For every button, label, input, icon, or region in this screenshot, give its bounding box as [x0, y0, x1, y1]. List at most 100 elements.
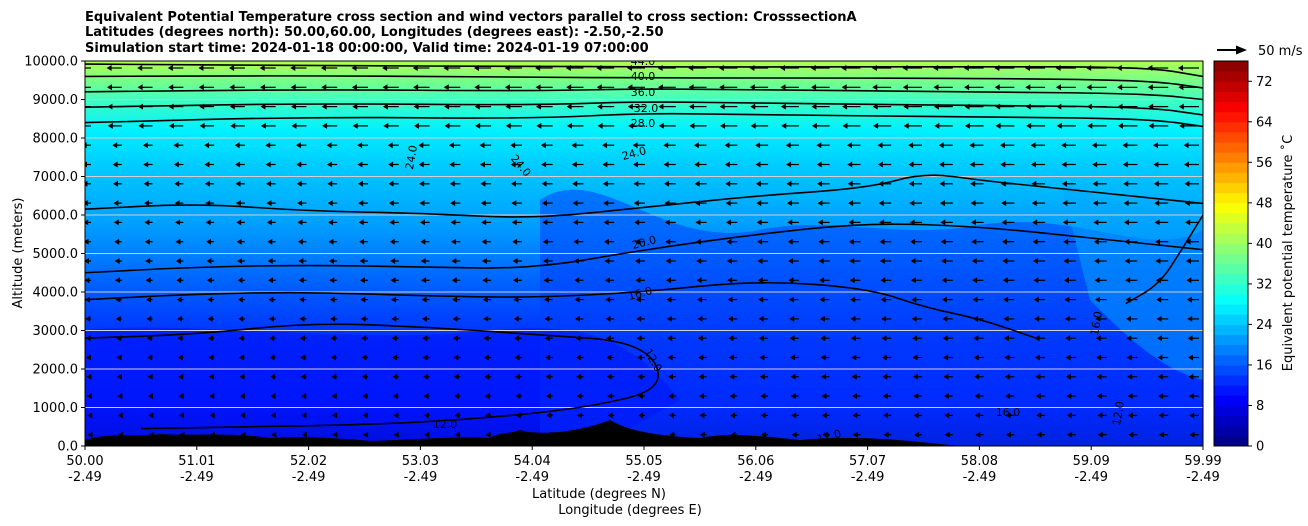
wind-vector-head — [668, 373, 674, 380]
wind-vector-head — [1086, 65, 1092, 71]
wind-vector-head — [910, 258, 916, 264]
wind-vector-head — [178, 373, 184, 380]
wind-vector-head — [418, 161, 424, 168]
wind-vector-head — [422, 335, 428, 342]
x-tick-label-latitude: 50.00 — [66, 454, 103, 469]
wind-vector-head — [596, 84, 602, 91]
wind-vector-head — [1184, 200, 1190, 207]
wind-vector-head — [663, 142, 669, 149]
wind-vector-head — [235, 180, 241, 187]
wind-vector-head — [238, 335, 244, 342]
wind-vector-head — [85, 335, 91, 342]
colorbar-segment — [1214, 81, 1248, 92]
wind-vector-head — [209, 412, 215, 419]
wind-vector-head — [726, 238, 732, 245]
colorbar-segment — [1214, 334, 1248, 346]
wind-vector-head — [852, 431, 858, 438]
wind-vector-head — [816, 161, 822, 168]
wind-vector-head — [76, 84, 81, 90]
wind-vector-head — [1156, 296, 1162, 303]
wind-vector-head — [696, 258, 702, 264]
wind-vector-head — [484, 393, 490, 400]
wind-vector-head — [852, 393, 858, 400]
wind-vector-head — [1188, 393, 1194, 400]
wind-vector-head — [86, 393, 92, 400]
wind-vector-head — [851, 354, 857, 361]
wind-vector-head — [450, 238, 456, 245]
wind-vector-head — [1155, 258, 1161, 264]
wind-vector-head — [879, 258, 885, 264]
wind-vector-head — [483, 335, 489, 342]
wind-vector-head — [146, 296, 152, 303]
wind-vector-head — [565, 65, 571, 71]
wind-vector-head — [872, 103, 878, 110]
wind-vector-head — [542, 219, 548, 226]
colorbar-segment — [1214, 223, 1248, 234]
wind-vector-head — [326, 142, 332, 149]
wind-vector-head — [290, 65, 296, 71]
wind-vector-head — [485, 412, 491, 419]
wind-vector-head — [229, 84, 235, 91]
wind-vector-head — [1117, 84, 1123, 91]
wind-vector-head — [1003, 335, 1009, 342]
wind-vector-head — [260, 84, 266, 91]
wind-vector-head — [413, 103, 419, 110]
wind-vector-head — [301, 393, 307, 400]
wind-vector-head — [392, 393, 398, 400]
wind-vector-head — [788, 258, 794, 264]
wind-vector-head — [820, 354, 826, 361]
wind-vector-head — [114, 238, 120, 245]
contour-label: 32.0 — [634, 102, 659, 115]
wind-vector-head — [1123, 200, 1129, 207]
colorbar-segment — [1214, 91, 1248, 103]
wind-vector-head — [995, 122, 1001, 129]
wind-vector-head — [791, 431, 797, 438]
wind-vector-head — [1064, 315, 1070, 322]
wind-vector-head — [964, 103, 970, 110]
wind-vector-head — [606, 373, 612, 380]
wind-vector-head — [633, 180, 639, 187]
colorbar-label: Equivalent potential temperature ˚C — [1280, 135, 1296, 371]
wind-key-label: 50 m/s — [1258, 44, 1303, 59]
wind-vector-head — [1032, 238, 1038, 245]
wind-vector-head — [572, 219, 578, 226]
terrain — [85, 420, 960, 446]
x-axis-label-longitude: Longitude (degrees E) — [558, 503, 702, 518]
wind-vector-head — [971, 238, 977, 245]
wind-vector-head — [903, 122, 909, 129]
wind-vector-head — [912, 354, 918, 361]
wind-vector-head — [541, 180, 547, 187]
x-tick-label-longitude: -2.49 — [963, 470, 997, 485]
wind-vector-head — [1092, 180, 1098, 187]
wind-vector-head — [107, 84, 113, 91]
wind-vector-head — [1124, 258, 1130, 264]
x-tick-label-longitude: -2.49 — [739, 470, 773, 485]
wind-vector-head — [330, 335, 336, 342]
wind-vector-head — [116, 354, 122, 361]
wind-vector-head — [1066, 412, 1072, 419]
wind-vector-head — [144, 219, 150, 226]
colorbar-segment — [1214, 294, 1248, 305]
wind-vector-head — [331, 393, 337, 400]
wind-vector-head — [546, 412, 552, 419]
wind-vector-head — [423, 393, 429, 400]
wind-vector-head — [634, 238, 640, 245]
wind-vector-head — [972, 277, 978, 284]
wind-vector-head — [724, 142, 730, 149]
wind-vector-head — [902, 84, 908, 91]
wind-vector-head — [388, 180, 394, 187]
wind-vector-head — [177, 335, 183, 342]
wind-vector-head — [362, 412, 368, 419]
wind-vector-head — [602, 161, 608, 168]
wind-vector-head — [298, 277, 304, 284]
x-tick-label-longitude: -2.49 — [1074, 470, 1108, 485]
colorbar-segment — [1214, 375, 1248, 386]
wind-vector-head — [1095, 335, 1101, 342]
wind-vector-head — [605, 296, 611, 303]
contour-line — [85, 63, 1203, 78]
wind-vector-head — [1094, 258, 1100, 264]
wind-vector-head — [144, 200, 150, 207]
x-tick-label-longitude: -2.49 — [851, 470, 885, 485]
wind-vector-head — [147, 373, 153, 380]
colorbar-tick-label: 48 — [1256, 196, 1273, 211]
